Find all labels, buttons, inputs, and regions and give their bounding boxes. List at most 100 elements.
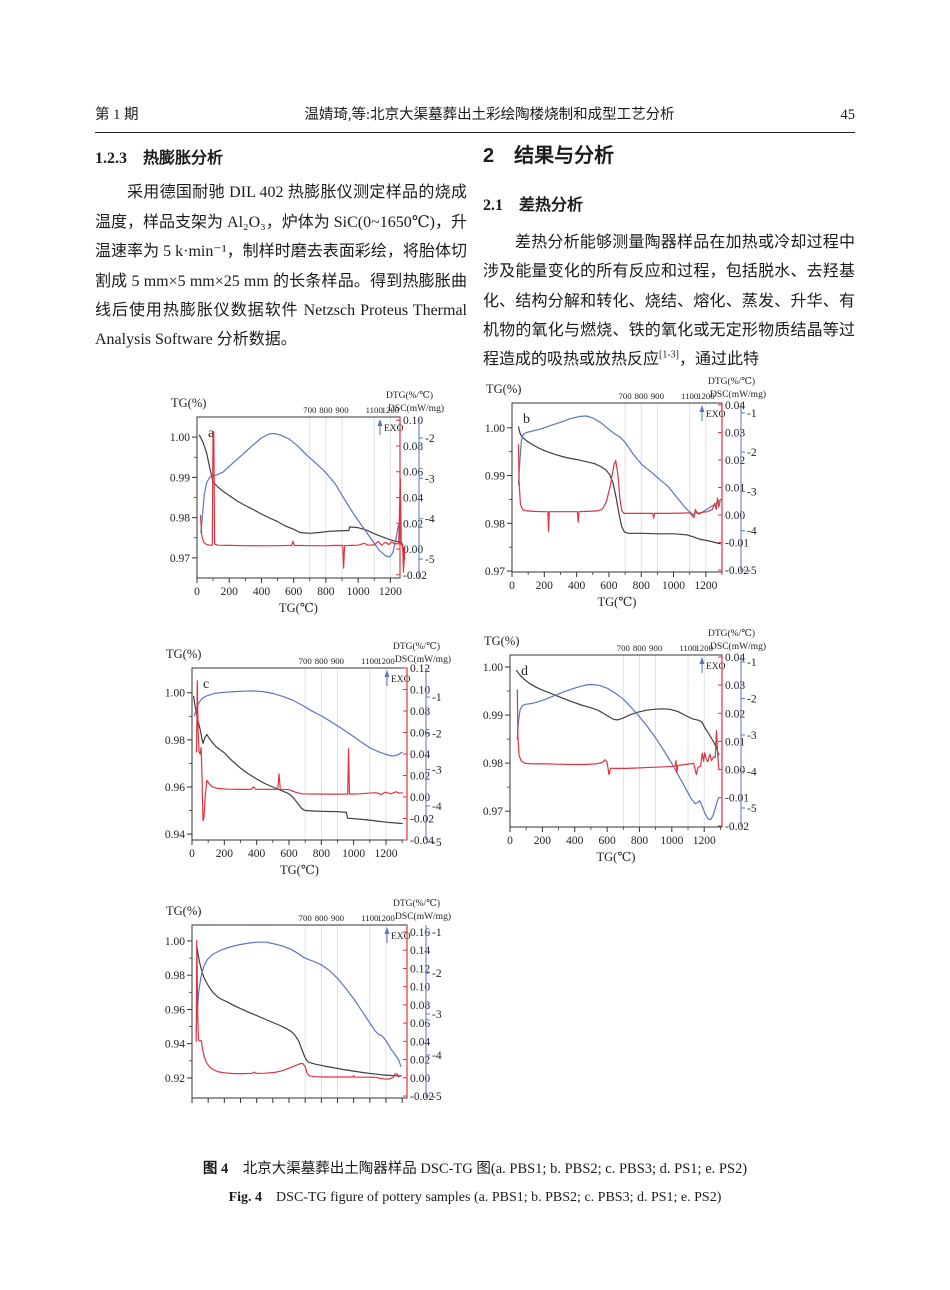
svg-text:800: 800 bbox=[315, 913, 329, 923]
dtg-curve-PS1 bbox=[516, 689, 720, 776]
svg-text:1200: 1200 bbox=[382, 405, 400, 415]
svg-text:0.10: 0.10 bbox=[410, 982, 430, 994]
dtg-curve-PBS1 bbox=[199, 431, 406, 573]
svg-text:-1: -1 bbox=[432, 927, 442, 939]
svg-text:600: 600 bbox=[280, 848, 298, 860]
svg-text:400: 400 bbox=[566, 835, 584, 847]
svg-text:800: 800 bbox=[631, 835, 649, 847]
svg-text:DTG(%/℃): DTG(%/℃) bbox=[393, 641, 440, 652]
svg-text:400: 400 bbox=[253, 586, 271, 598]
svg-text:TG(%): TG(%) bbox=[486, 382, 521, 396]
svg-text:800: 800 bbox=[633, 580, 651, 592]
svg-text:0.99: 0.99 bbox=[483, 710, 503, 722]
svg-text:EXO: EXO bbox=[391, 932, 411, 942]
svg-text:0.97: 0.97 bbox=[483, 806, 503, 818]
svg-text:TG(℃): TG(℃) bbox=[280, 863, 319, 877]
svg-text:0.94: 0.94 bbox=[165, 829, 185, 841]
svg-text:1100: 1100 bbox=[679, 643, 697, 653]
svg-text:DSC(mW/mg): DSC(mW/mg) bbox=[388, 403, 444, 414]
svg-text:EXO: EXO bbox=[391, 675, 411, 685]
svg-text:-2: -2 bbox=[747, 447, 757, 459]
svg-text:0.14: 0.14 bbox=[410, 945, 430, 957]
svg-text:1.00: 1.00 bbox=[485, 423, 505, 435]
paragraph-dta-tail: ，通过此特 bbox=[679, 351, 760, 369]
dsc-curve-PBS3 bbox=[193, 690, 403, 757]
left-column: 1.2.3 热膨胀分析 采用德国耐驰 DIL 402 热膨胀仪测定样品的烧成温度… bbox=[95, 144, 467, 355]
journal-issue: 第 1 期 bbox=[95, 107, 139, 123]
svg-text:c: c bbox=[203, 677, 209, 692]
right-column: 2 结果与分析 2.1 差热分析 差热分析能够测量陶器样品在加热或冷却过程中涉及… bbox=[483, 140, 855, 375]
svg-text:200: 200 bbox=[536, 580, 554, 592]
svg-text:1.00: 1.00 bbox=[170, 432, 190, 444]
svg-text:0.04: 0.04 bbox=[410, 1036, 430, 1048]
svg-text:0.94: 0.94 bbox=[165, 1039, 185, 1051]
figure-caption-en: Fig. 4 DSC-TG figure of pottery samples … bbox=[0, 1186, 950, 1206]
svg-text:-1: -1 bbox=[747, 408, 757, 420]
svg-text:0.04: 0.04 bbox=[725, 400, 745, 412]
svg-text:1200: 1200 bbox=[379, 586, 402, 598]
svg-text:700: 700 bbox=[617, 643, 631, 653]
svg-text:b: b bbox=[523, 412, 530, 427]
svg-text:1000: 1000 bbox=[660, 835, 683, 847]
svg-text:0.98: 0.98 bbox=[165, 970, 185, 982]
svg-text:0: 0 bbox=[509, 580, 515, 592]
tg-curve-PS2 bbox=[196, 947, 402, 1077]
dsc-curve-PS2 bbox=[195, 941, 402, 1068]
svg-text:0.08: 0.08 bbox=[410, 706, 430, 718]
svg-text:DSC(mW/mg): DSC(mW/mg) bbox=[710, 641, 766, 652]
svg-text:600: 600 bbox=[598, 835, 616, 847]
svg-text:0.04: 0.04 bbox=[410, 749, 430, 761]
svg-text:TG(%): TG(%) bbox=[171, 396, 206, 410]
svg-text:a: a bbox=[208, 426, 215, 441]
tg-curve-PBS1 bbox=[198, 434, 406, 560]
paragraph-dta-text: 差热分析能够测量陶器样品在加热或冷却过程中涉及能量变化的所有反应和过程，包括脱水… bbox=[483, 233, 855, 369]
svg-text:400: 400 bbox=[568, 580, 586, 592]
svg-text:900: 900 bbox=[651, 391, 665, 401]
tg-curve-PBS2 bbox=[517, 426, 722, 545]
dsc-curve-PS1 bbox=[516, 684, 720, 821]
svg-text:EXO: EXO bbox=[706, 662, 726, 672]
tg-curve-PBS3 bbox=[192, 695, 403, 825]
section-heading-1-2-3: 1.2.3 热膨胀分析 bbox=[95, 150, 224, 167]
svg-text:-5: -5 bbox=[747, 565, 757, 577]
svg-text:-1: -1 bbox=[432, 692, 442, 704]
svg-text:-3: -3 bbox=[747, 730, 757, 742]
svg-text:TG(℃): TG(℃) bbox=[279, 601, 318, 615]
svg-text:0.98: 0.98 bbox=[165, 735, 185, 747]
figure-caption-en-label: Fig. 4 bbox=[228, 1190, 263, 1205]
svg-text:0.97: 0.97 bbox=[485, 566, 505, 578]
svg-text:-0.02: -0.02 bbox=[410, 814, 434, 826]
svg-text:0.98: 0.98 bbox=[483, 758, 503, 770]
figure-caption-zh-text: 北京大渠墓葬出土陶器样品 DSC-TG 图(a. PBS1; b. PBS2; … bbox=[228, 1161, 748, 1177]
svg-text:-4: -4 bbox=[432, 801, 442, 813]
svg-text:200: 200 bbox=[534, 835, 552, 847]
dtg-curve-PBS2 bbox=[517, 444, 721, 533]
svg-text:1200: 1200 bbox=[695, 643, 713, 653]
svg-text:-1: -1 bbox=[747, 657, 757, 669]
citation-ref: [1-3] bbox=[659, 350, 680, 362]
svg-text:d: d bbox=[521, 664, 528, 679]
svg-text:0.03: 0.03 bbox=[725, 427, 745, 439]
svg-text:0.03: 0.03 bbox=[725, 680, 745, 692]
svg-text:0.04: 0.04 bbox=[403, 493, 423, 505]
svg-text:TG(%): TG(%) bbox=[166, 904, 201, 918]
svg-text:1.00: 1.00 bbox=[165, 688, 185, 700]
svg-text:0.99: 0.99 bbox=[170, 472, 190, 484]
svg-text:0.96: 0.96 bbox=[165, 782, 185, 794]
running-title: 温婧琦,等:北京大渠墓葬出土彩绘陶楼烧制和成型工艺分析 bbox=[304, 107, 675, 123]
dtg-curve-PS2 bbox=[195, 939, 402, 1080]
svg-text:1000: 1000 bbox=[347, 586, 370, 598]
svg-text:-2: -2 bbox=[432, 968, 442, 980]
svg-text:0: 0 bbox=[194, 586, 200, 598]
svg-text:1100: 1100 bbox=[361, 656, 379, 666]
svg-text:-5: -5 bbox=[747, 803, 757, 815]
paragraph-dta: 差热分析能够测量陶器样品在加热或冷却过程中涉及能量变化的所有反应和过程，包括脱水… bbox=[483, 228, 855, 375]
svg-text:-4: -4 bbox=[747, 766, 757, 778]
svg-text:0.01: 0.01 bbox=[725, 483, 745, 495]
svg-text:0.06: 0.06 bbox=[410, 1018, 430, 1030]
svg-text:0.02: 0.02 bbox=[403, 518, 423, 530]
svg-text:400: 400 bbox=[248, 848, 266, 860]
svg-text:DTG(%/℃): DTG(%/℃) bbox=[708, 628, 755, 639]
